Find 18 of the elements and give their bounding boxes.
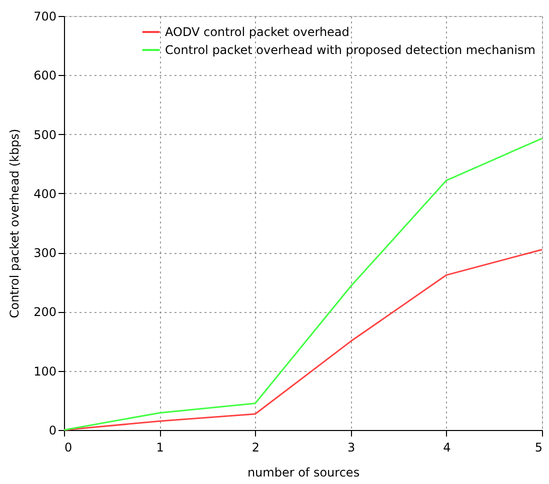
x-tick-label: 0 [64,440,72,454]
y-tick-label: 100 [34,364,56,378]
x-tick-label: 3 [347,440,356,454]
legend-label: AODV control packet overhead [165,25,350,39]
x-tick-label: 5 [534,440,542,454]
y-tick-label: 600 [34,68,56,83]
y-tick-label: 700 [34,10,56,24]
x-tick-label: 1 [156,440,164,454]
y-tick-label: 300 [34,246,56,260]
y-tick-label: 500 [34,128,56,142]
x-tick-label: 4 [443,440,451,454]
y-axis-title: Control packet overhead (kbps) [8,128,22,318]
legend-label: Control packet overhead with proposed detection mechanism [165,43,536,57]
y-tick-label: 0 [48,424,56,438]
x-axis-title: number of sources [247,466,360,480]
y-tick-label: 200 [34,305,56,320]
y-tick-label: 400 [34,186,56,201]
x-tick-label: 2 [252,440,260,454]
